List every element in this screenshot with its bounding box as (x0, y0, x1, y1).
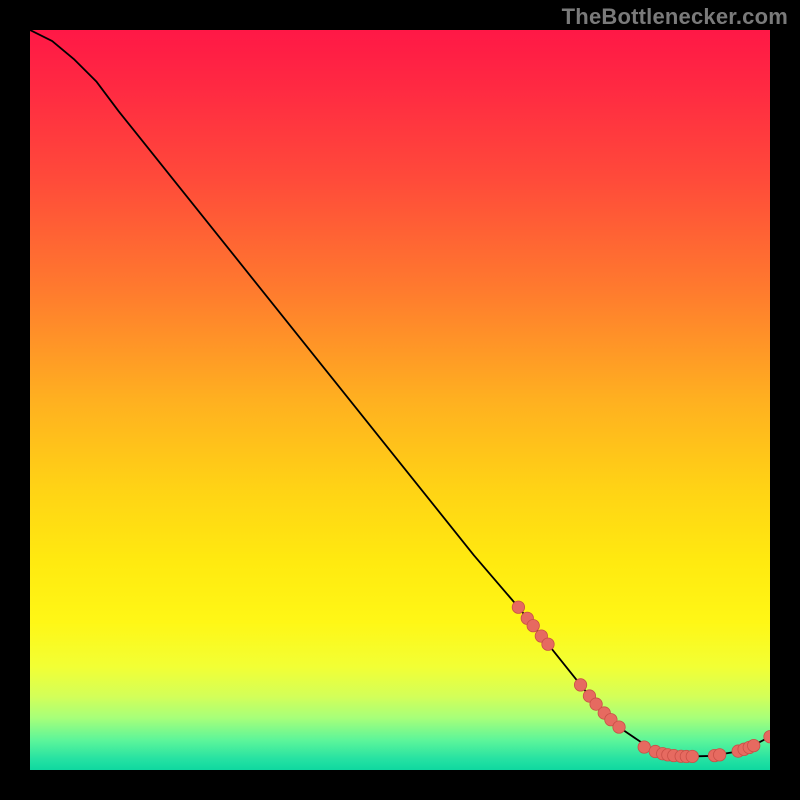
data-point-marker (574, 679, 586, 691)
chart-svg (30, 30, 770, 770)
data-point-marker (748, 739, 760, 751)
watermark-text: TheBottlenecker.com (562, 4, 788, 30)
plot-area (30, 30, 770, 770)
data-point-marker (613, 721, 625, 733)
data-point-marker (527, 620, 539, 632)
data-point-marker (713, 749, 725, 761)
data-point-marker (686, 750, 698, 762)
data-point-marker (638, 741, 650, 753)
data-point-marker (542, 638, 554, 650)
data-point-marker (512, 601, 524, 613)
plot-background (30, 30, 770, 770)
chart-frame: TheBottlenecker.com (0, 0, 800, 800)
